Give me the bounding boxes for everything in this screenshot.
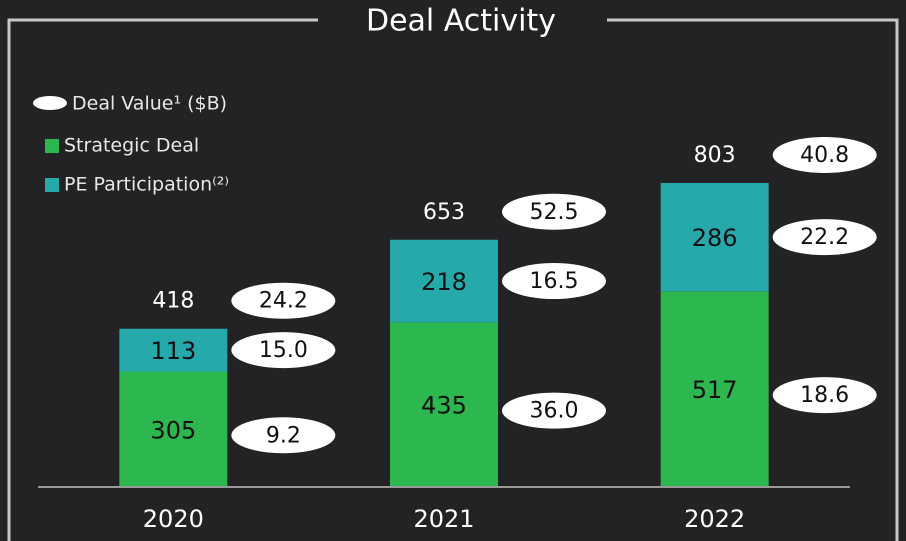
bar-label: 218 (421, 268, 467, 296)
deal-value-label: 24.2 (259, 289, 308, 314)
deal-value-bubble (231, 282, 336, 319)
deal-value-bubble (231, 417, 336, 454)
total-label: 653 (423, 200, 465, 225)
deal-value-label: 15.0 (259, 338, 308, 363)
deal-value-bubble (502, 263, 606, 300)
bar-segment (660, 291, 769, 487)
deal-value-bubble (772, 136, 877, 173)
bar-label: 286 (692, 224, 738, 252)
bar-label: 305 (150, 416, 196, 444)
deal-value-label: 52.5 (530, 200, 579, 225)
bar-label: 113 (150, 337, 196, 365)
deal-value-bubble (231, 332, 336, 369)
bar-segment (390, 239, 498, 323)
x-tick-label: 2021 (413, 505, 474, 533)
legend-label: PE Participation⁽²⁾ (64, 174, 229, 196)
bar-label: 517 (692, 376, 738, 404)
bar-segment (660, 182, 769, 292)
x-tick-label: 2022 (684, 505, 745, 533)
frame-right (607, 18, 899, 541)
deal-value-label: 40.8 (800, 143, 849, 168)
deal-value-bubble (772, 377, 877, 414)
deal-value-label: 16.5 (530, 269, 579, 294)
x-tick-label: 2020 (143, 505, 204, 533)
bar-label: 435 (421, 392, 467, 420)
deal-value-label: 22.2 (800, 225, 849, 250)
total-label: 803 (694, 143, 736, 168)
legend-ellipse (33, 96, 67, 110)
total-label: 418 (152, 289, 194, 314)
deal-value-label: 9.2 (266, 423, 301, 448)
legend-swatch (45, 139, 59, 153)
legend-label: Deal Value¹ ($B) (72, 93, 227, 115)
frame-left (7, 18, 318, 541)
deal-value-label: 36.0 (530, 399, 579, 424)
frame (7, 18, 899, 541)
chart-title: Deal Activity (366, 4, 556, 39)
bar-segment (390, 322, 498, 487)
bar-segment (119, 328, 228, 372)
deal-value-bubble (772, 219, 877, 256)
bar-segment (119, 371, 228, 487)
deal-value-bubble (502, 392, 606, 429)
legend-swatch (45, 178, 59, 192)
deal-value-label: 18.6 (800, 383, 849, 408)
deal-value-bubble (502, 193, 606, 230)
legend-label: Strategic Deal (64, 135, 199, 157)
